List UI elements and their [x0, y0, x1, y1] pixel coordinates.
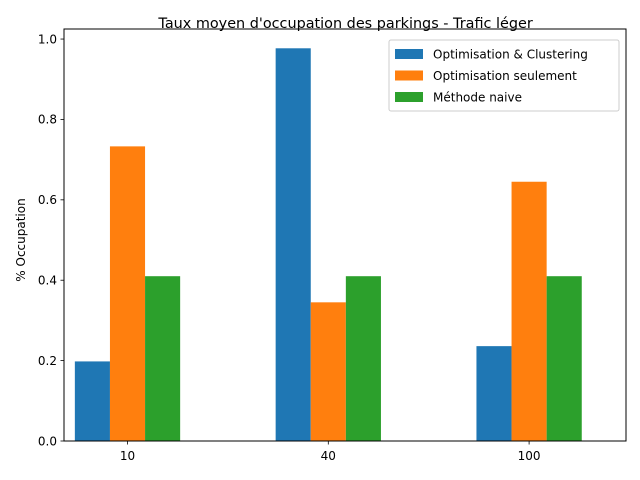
x-tick-label: 40: [321, 449, 336, 463]
y-tick-label: 1.0: [38, 32, 57, 46]
y-tick-label: 0.4: [38, 274, 57, 288]
bar-m-thode-naive-10: [145, 276, 181, 441]
bar-optimisation-clustering-10: [74, 361, 110, 441]
y-axis-label: % Occupation: [14, 198, 28, 281]
bar-m-thode-naive-100: [546, 276, 582, 441]
axes-frame: [63, 28, 627, 442]
bars-group: [74, 48, 582, 442]
bar-optimisation-clustering-40: [275, 48, 311, 441]
bar-optimisation-seulement-10: [109, 146, 146, 441]
legend-box: [388, 39, 620, 112]
legend-swatch: [395, 49, 423, 59]
y-tick-label: 0.2: [38, 354, 57, 368]
legend-label: Optimisation & Clustering: [433, 48, 588, 62]
y-tick-label: 0.0: [38, 434, 57, 448]
bar-optimisation-clustering-100: [476, 346, 512, 441]
y-tick-label: 0.8: [38, 113, 57, 127]
chart-title: Taux moyen d'occupation des parkings - T…: [157, 16, 532, 32]
bar-m-thode-naive-40: [345, 276, 381, 441]
y-axis: 0.0 0.2 0.4 0.6 0.8 1.0: [38, 32, 64, 448]
x-tick-label: 10: [120, 449, 135, 463]
y-tick-label: 0.6: [38, 193, 57, 207]
legend-swatch: [395, 70, 423, 81]
legend-swatch: [395, 92, 423, 102]
bar-optimisation-seulement-100: [511, 181, 547, 442]
bar-optimisation-seulement-40: [310, 302, 346, 441]
legend-label: Méthode naive: [433, 91, 522, 105]
x-tick-label: 100: [518, 449, 541, 463]
x-axis: 10 40 100: [120, 441, 541, 463]
legend-label: Optimisation seulement: [433, 69, 577, 83]
legend: Optimisation & Clustering Optimisation se…: [388, 39, 620, 112]
